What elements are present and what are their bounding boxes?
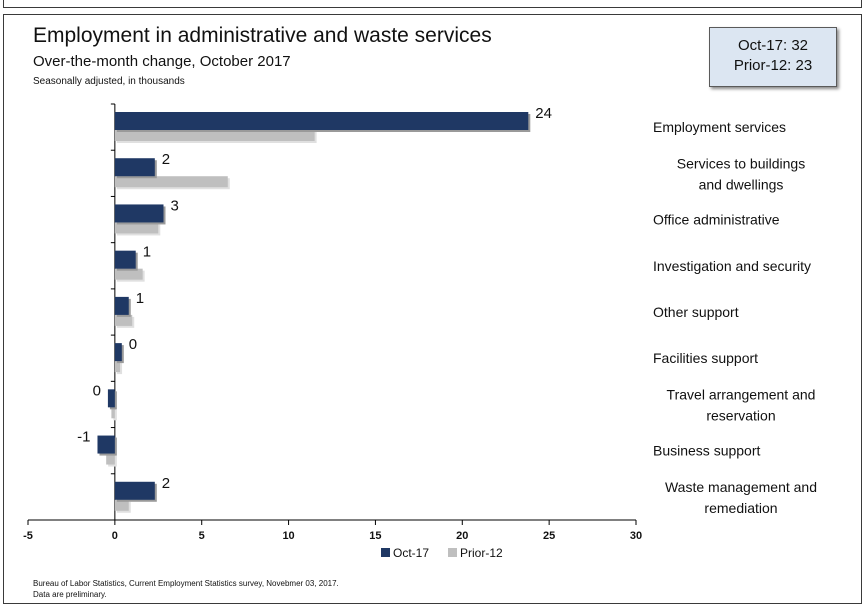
legend-label-oct17: Oct-17 (393, 546, 429, 560)
category-label: Other support (653, 304, 739, 320)
legend-swatch-prior12 (448, 548, 457, 557)
data-label: 24 (535, 105, 552, 122)
bar-oct17 (114, 481, 155, 500)
bar-oct17 (114, 250, 136, 269)
bar-oct17 (114, 204, 164, 223)
x-tick-label: 5 (199, 530, 205, 542)
bar-oct17 (114, 112, 529, 130)
bar-prior12 (106, 453, 115, 465)
data-label: 0 (93, 382, 101, 399)
bar-prior12 (114, 130, 315, 141)
x-tick-label: -5 (23, 530, 33, 542)
category-label: Office administrative (653, 212, 780, 228)
category-label: remediation (704, 500, 777, 516)
x-tick-label: 20 (456, 530, 468, 542)
data-label: -1 (77, 429, 90, 446)
chart-subtitle: Over-the-month change, October 2017 (33, 53, 291, 70)
category-label: reservation (706, 407, 775, 423)
category-label: Business support (653, 443, 761, 459)
data-label: 1 (136, 290, 144, 307)
category-label: Facilities support (653, 350, 758, 366)
bar-prior12 (114, 268, 143, 280)
bar-oct17 (97, 435, 115, 454)
bar-prior12 (114, 176, 228, 188)
legend-swatch-oct17 (381, 548, 390, 557)
category-label: Travel arrangement and (667, 386, 816, 402)
preliminary-note: Data are preliminary. (33, 590, 107, 599)
chart-title: Employment in administrative and waste s… (33, 24, 492, 47)
x-tick-label: 10 (282, 530, 294, 542)
bar-prior12 (114, 222, 159, 234)
x-tick-label: 30 (630, 530, 642, 542)
data-label: 3 (170, 197, 178, 214)
bar-oct17 (114, 158, 155, 177)
bar-oct17 (107, 389, 115, 408)
legend-label-prior12: Prior-12 (460, 546, 503, 560)
x-tick-label: 15 (369, 530, 381, 542)
category-label: Investigation and security (653, 258, 811, 274)
top-frame-edge (3, 0, 862, 8)
bar-prior12 (114, 361, 121, 373)
data-label: 1 (143, 244, 151, 261)
bar-prior12 (114, 499, 129, 511)
bar-prior12 (111, 407, 115, 419)
source-note: Bureau of Labor Statistics, Current Empl… (33, 579, 339, 588)
bar-prior12 (114, 314, 133, 326)
callout-oct17: Oct-17: 32 (737, 37, 809, 54)
data-label: 2 (162, 151, 170, 168)
bar-shadow (113, 409, 117, 421)
x-tick-label: 25 (543, 530, 555, 542)
callout-prior12: Prior-12: 23 (733, 57, 813, 74)
bar-oct17 (114, 343, 122, 362)
bar-oct17 (114, 296, 129, 315)
data-label: 0 (129, 336, 137, 353)
x-tick-label: 0 (112, 530, 118, 542)
category-label: Waste management and (665, 479, 817, 495)
category-label: Services to buildings (677, 155, 805, 171)
data-label: 2 (162, 475, 170, 492)
summary-callout: Oct-17: 32 Prior-12: 23 (709, 27, 837, 87)
unit-note: Seasonally adjusted, in thousands (33, 76, 185, 87)
category-label: and dwellings (699, 176, 784, 192)
category-label: Employment services (653, 119, 786, 135)
